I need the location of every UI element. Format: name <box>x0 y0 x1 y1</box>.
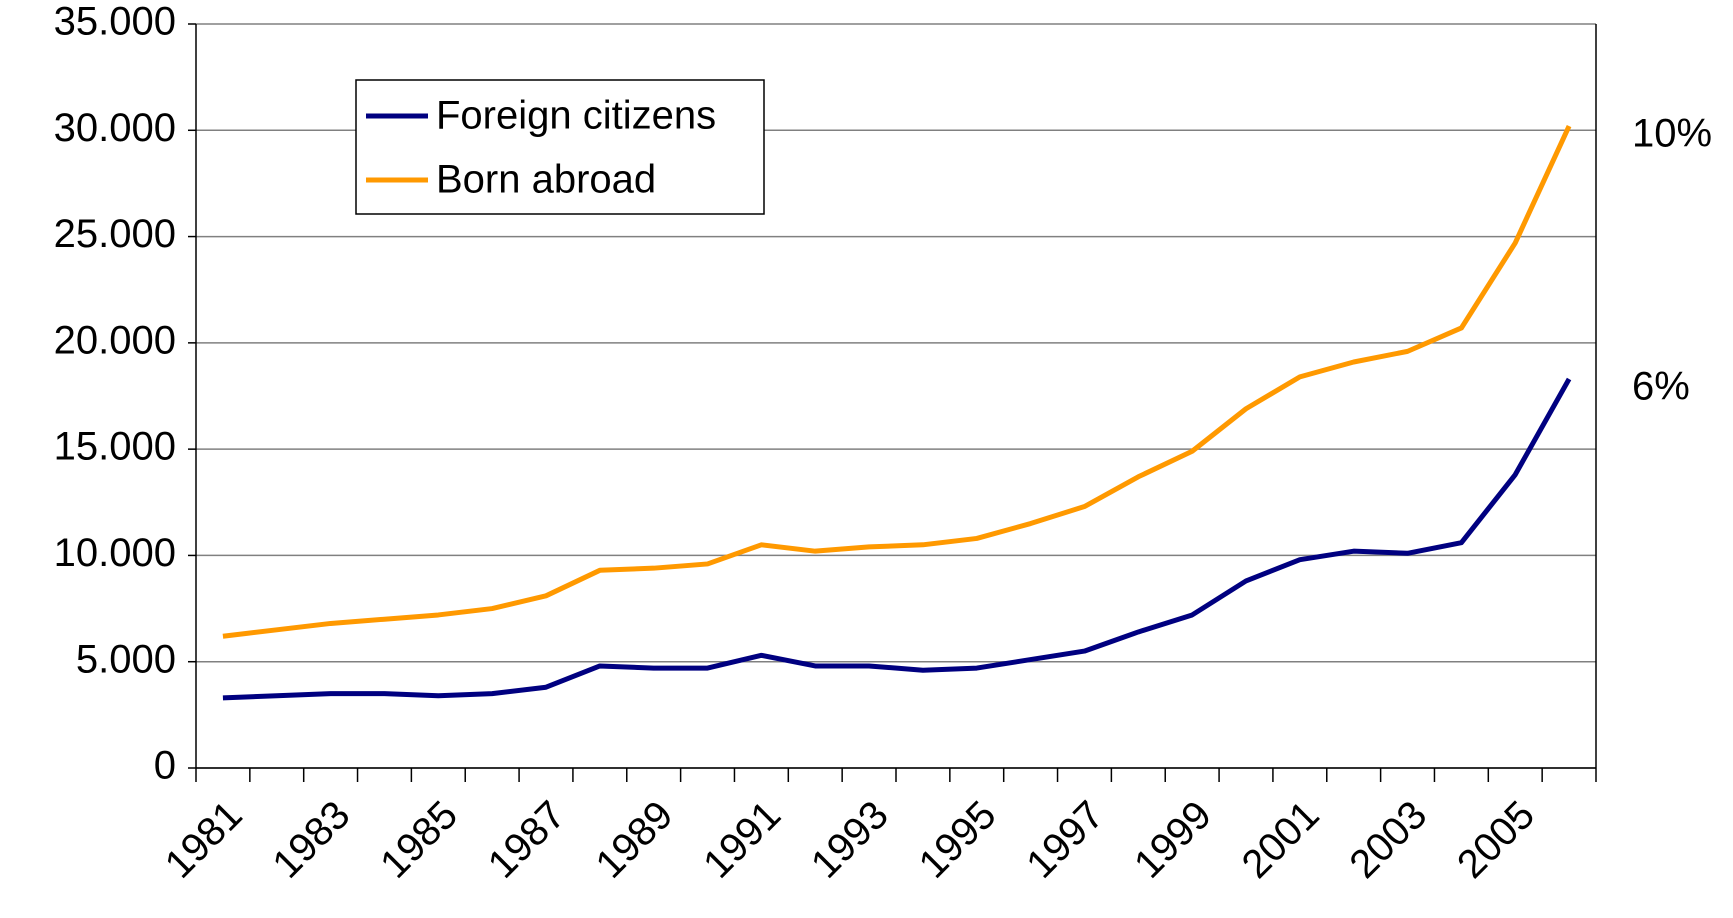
annotation: 10% <box>1632 112 1712 156</box>
legend-label: Foreign citizens <box>436 94 716 138</box>
x-tick-label: 1993 <box>803 793 897 887</box>
x-tick-label: 1997 <box>1018 793 1112 887</box>
line-series <box>222 124 1572 639</box>
y-tick-label: 20.000 <box>54 318 176 362</box>
legend-label: Born abroad <box>436 158 656 202</box>
x-tick-label: 2003 <box>1341 793 1435 887</box>
y-tick-label: 25.000 <box>54 212 176 256</box>
x-tick-label: 1999 <box>1126 793 1220 887</box>
y-tick-label: 5.000 <box>76 637 176 681</box>
x-tick-label: 2001 <box>1234 793 1328 887</box>
x-tick-label: 1981 <box>157 793 251 887</box>
x-tick-label: 1995 <box>911 793 1005 887</box>
x-tick-label: 1987 <box>480 793 574 887</box>
x-tick-label: 2005 <box>1449 793 1543 887</box>
legend <box>355 79 765 215</box>
x-tick-label: 1983 <box>264 793 358 887</box>
y-tick-label: 0 <box>154 744 176 788</box>
x-tick-label: 1989 <box>587 793 681 887</box>
x-tick-label: 1991 <box>695 793 789 887</box>
y-tick-label: 35.000 <box>54 0 176 44</box>
y-tick-label: 30.000 <box>54 106 176 150</box>
line-series <box>222 377 1572 701</box>
y-tick-label: 10.000 <box>54 531 176 575</box>
x-tick-label: 1985 <box>372 793 466 887</box>
annotation: 6% <box>1632 365 1690 409</box>
y-tick-label: 15.000 <box>54 425 176 469</box>
